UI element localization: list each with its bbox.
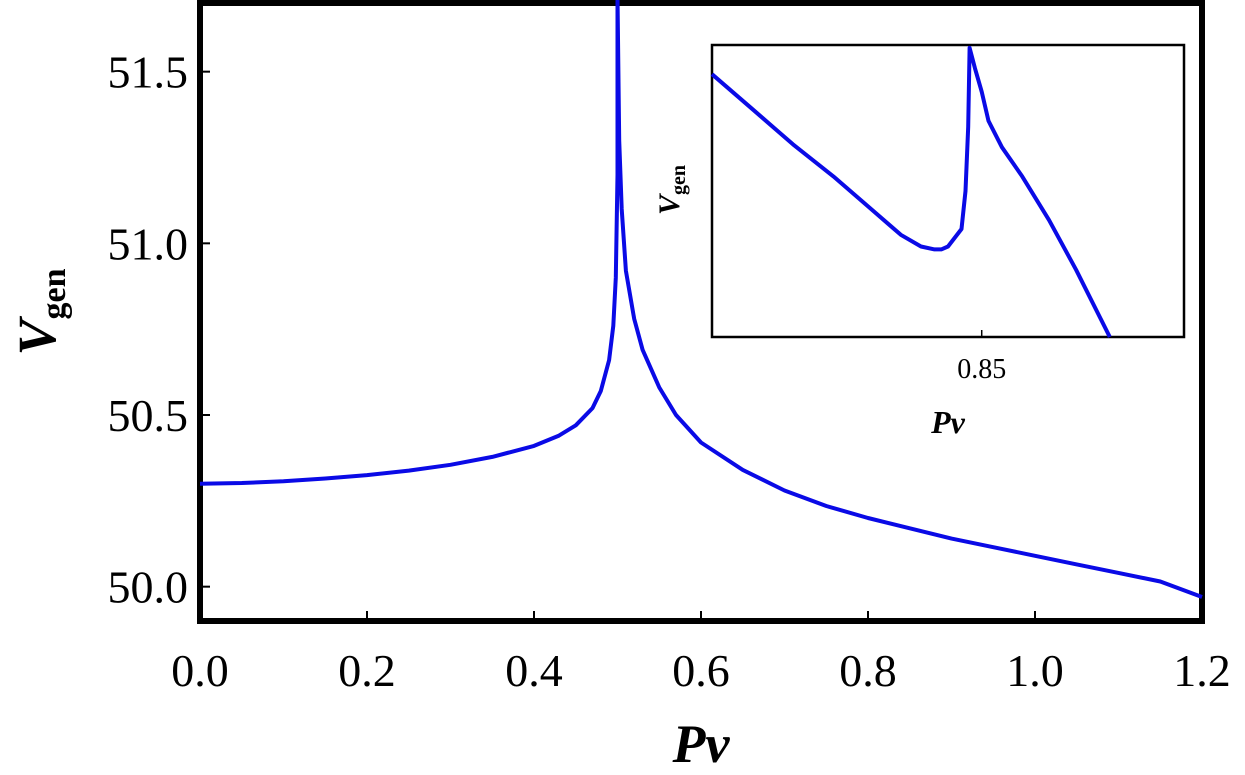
main-y-tick-layer: 50.0 50.5 51.0 51.5 [108, 47, 210, 613]
inset-x-tick-layer: 0.85 [957, 330, 1006, 385]
main-y-axis-label-subscript: gen [36, 268, 73, 319]
main-x-tick-label: 0.8 [839, 645, 897, 696]
main-x-tick-label: 0.0 [171, 645, 229, 696]
main-y-axis-label-main: V [7, 316, 67, 356]
main-y-tick-label: 50.0 [108, 562, 189, 613]
inset-series-layer [710, 45, 1112, 338]
main-x-tick-label: 0.6 [672, 645, 730, 696]
main-y-tick-label: 51.0 [108, 218, 189, 269]
inset-plot-frame [710, 43, 1186, 339]
main-y-tick-label: 51.5 [108, 47, 189, 98]
main-x-tick-label: 0.2 [338, 645, 396, 696]
inset-x-tick-label: 0.85 [957, 354, 1006, 385]
inset-x-axis-label: Pv [930, 404, 966, 440]
main-x-axis-label: Pv [672, 714, 731, 770]
main-x-tick-label: 0.4 [505, 645, 563, 696]
inset-series-line [710, 45, 1112, 338]
main-x-tick-layer: 0.0 0.2 0.4 0.6 0.8 1.0 1.2 [171, 611, 1231, 696]
inset-y-axis-label: Vgen [653, 165, 690, 215]
inset-y-axis-label-subscript: gen [668, 165, 690, 195]
main-y-axis-label: Vgen [7, 268, 73, 355]
main-series-layer [199, 0, 1203, 599]
main-x-tick-label: 1.0 [1006, 645, 1064, 696]
main-x-tick-label: 1.2 [1173, 645, 1231, 696]
inset-y-axis-label-main: V [653, 192, 686, 215]
main-y-tick-label: 50.5 [108, 390, 189, 441]
main-series-line [199, 0, 1203, 599]
